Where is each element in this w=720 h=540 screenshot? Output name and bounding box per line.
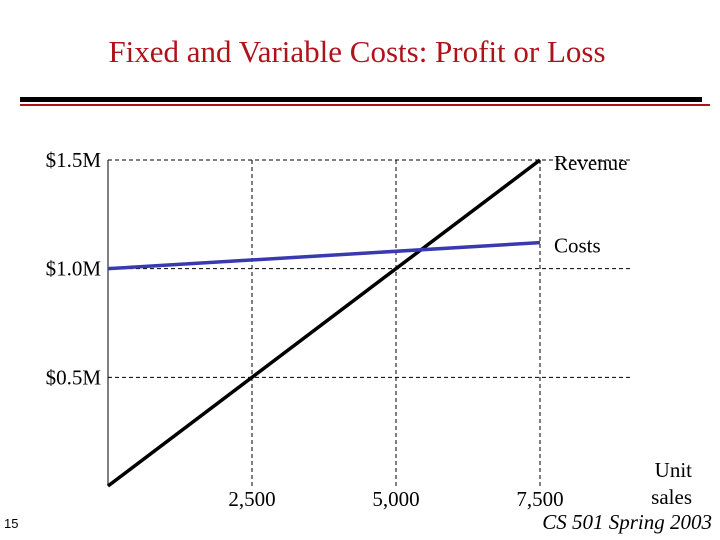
series-label-costs: Costs [554, 234, 601, 258]
series-line-costs [107, 240, 541, 271]
y-tick-label: $1.0M [46, 257, 102, 281]
x-axis-label-line1: Unit [655, 458, 693, 482]
slide-title: Fixed and Variable Costs: Profit or Loss [108, 34, 606, 69]
y-tick-label: $1.5M [46, 148, 102, 172]
x-tick-label: 7,500 [516, 487, 563, 511]
x-axis-label-line2: sales [651, 485, 692, 509]
x-tick-label: 2,500 [228, 487, 275, 511]
x-tick-label: 5,000 [372, 487, 419, 511]
y-tick-label: $0.5M [46, 365, 102, 389]
series-line-revenue [106, 158, 542, 488]
series-label-revenue: Revenue [554, 151, 627, 175]
slide-number: 15 [4, 516, 19, 531]
title-divider-accent [20, 104, 710, 106]
slide-footer: CS 501 Spring 2003 [542, 510, 712, 534]
title-divider [20, 97, 702, 102]
